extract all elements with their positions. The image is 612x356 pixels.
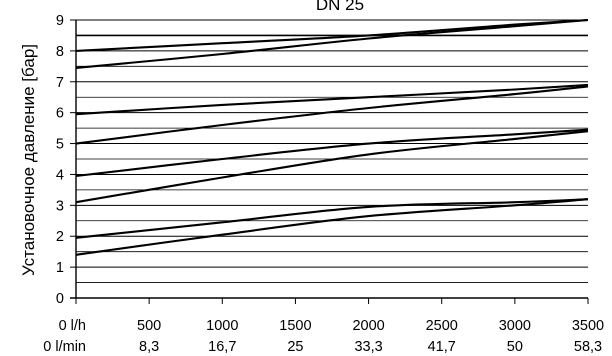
- x-tick-label-secondary: 0 l/min: [43, 339, 86, 355]
- series-line-6: [75, 130, 589, 204]
- y-tick-label: 0: [56, 291, 64, 307]
- x-tick-label-primary: 2500: [426, 318, 458, 334]
- x-tick-label-secondary: 33,3: [354, 339, 382, 355]
- series-lines: [75, 18, 589, 256]
- x-tick-label-primary: 2000: [352, 318, 384, 334]
- axes: [70, 20, 588, 299]
- x-tick-label-primary: 0 l/h: [59, 318, 86, 334]
- y-tick-label: 7: [56, 75, 64, 91]
- y-tick-label: 8: [56, 44, 64, 60]
- series-line-2: [75, 18, 589, 69]
- y-tick-label: 2: [56, 229, 64, 245]
- x-tick-label-secondary: 41,7: [428, 339, 456, 355]
- y-tick-label: 4: [56, 167, 64, 183]
- x-tick-label-primary: 3500: [572, 318, 604, 334]
- y-tick-label: 6: [56, 106, 64, 122]
- series-line-7: [75, 198, 589, 239]
- y-tick-label: 5: [56, 137, 64, 153]
- axis-ticks: 0 1 2 3 4 5 6 7 8 9 0 l/h 0 l/min 500 8,3 1000 16,7 1500…: [43, 13, 604, 355]
- y-tick-label: 3: [56, 198, 64, 214]
- series-line-3: [75, 83, 589, 116]
- y-tick-label: 9: [56, 13, 64, 29]
- y-axis-label: Установочное давление [бар]: [19, 44, 38, 276]
- series-line-5: [75, 128, 589, 178]
- series-line-1: [75, 18, 589, 52]
- gridlines: [76, 19, 588, 283]
- x-tick-label-secondary: 8,3: [139, 339, 159, 355]
- x-tick-label-primary: 3000: [499, 318, 531, 334]
- x-tick-label-primary: 1500: [279, 318, 311, 334]
- x-tick-label-secondary: 16,7: [208, 339, 236, 355]
- x-tick-label-secondary: 25: [287, 339, 303, 355]
- x-tick-label-primary: 1000: [206, 318, 238, 334]
- chart-title: DN 25: [316, 0, 364, 14]
- series-line-4: [75, 85, 589, 145]
- x-tick-label-secondary: 50: [507, 339, 523, 355]
- x-tick-label-secondary: 58,3: [574, 339, 602, 355]
- series-line-8: [75, 198, 589, 256]
- x-tick-label-primary: 500: [137, 318, 161, 334]
- y-tick-label: 1: [56, 260, 64, 276]
